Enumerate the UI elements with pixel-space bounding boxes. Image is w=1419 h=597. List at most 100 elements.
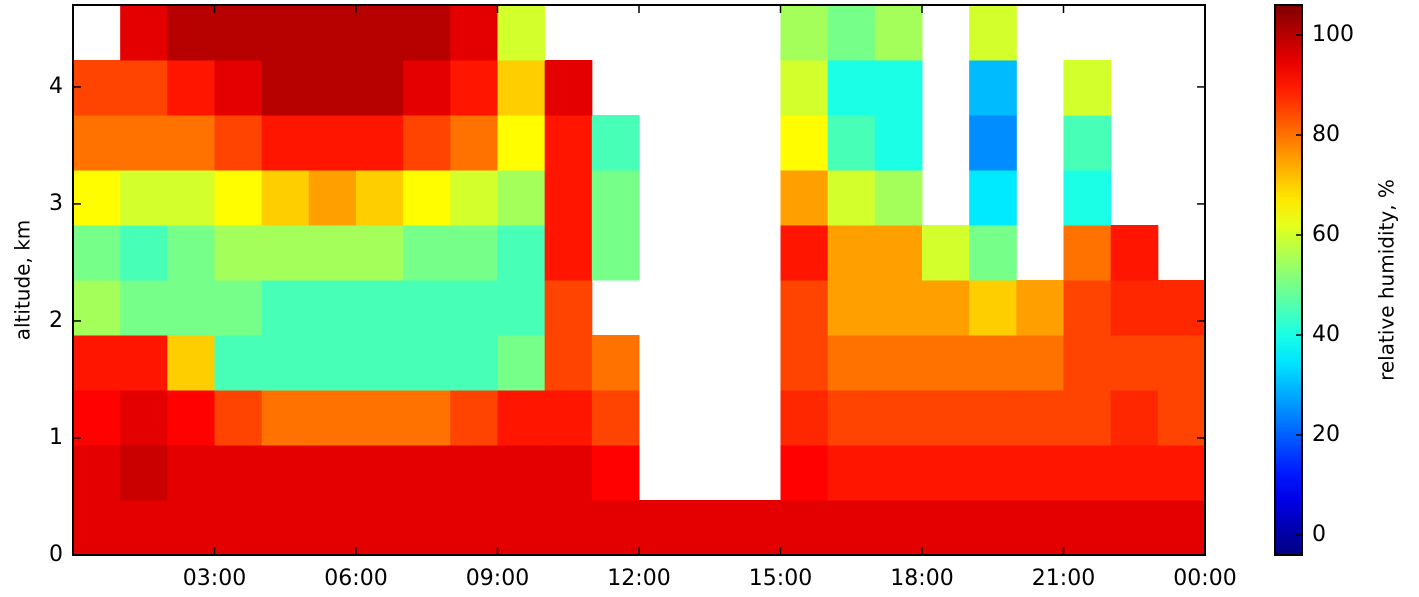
heatmap-cell (544, 170, 593, 226)
heatmap-cell (874, 500, 923, 556)
heatmap-cell (497, 500, 546, 556)
colorbar-tick-label: 80 (1312, 122, 1340, 147)
x-tick-label: 06:00 (324, 566, 387, 591)
heatmap-cell (874, 280, 923, 336)
heatmap-cell (167, 500, 215, 556)
heatmap-cell (450, 225, 498, 281)
colorbar-label: relative humidity, % (1375, 179, 1399, 381)
heatmap-cell (261, 280, 310, 336)
heatmap-cell (1063, 170, 1112, 226)
heatmap-cell (969, 500, 1017, 556)
heatmap-cell (874, 60, 923, 116)
heatmap-cell (874, 115, 923, 171)
heatmap-cell (874, 390, 923, 446)
y-tick-label: 2 (49, 308, 63, 333)
heatmap-cell (450, 5, 498, 61)
heatmap-cell (922, 445, 970, 501)
heatmap-cell (922, 390, 970, 446)
heatmap-cell (308, 225, 357, 281)
heatmap-cell (450, 390, 498, 446)
heatmap-cell (591, 335, 640, 391)
heatmap-cell (403, 280, 451, 336)
heatmap-cell (214, 115, 263, 171)
colorbar-tick-label: 0 (1312, 522, 1326, 547)
heatmap-cell (403, 60, 451, 116)
heatmap-cell (544, 225, 593, 281)
heatmap-cell (969, 170, 1017, 226)
heatmap-cell (450, 445, 498, 501)
heatmap-cell (167, 335, 215, 391)
heatmap-cell (1157, 445, 1206, 501)
heatmap-cell (544, 280, 593, 336)
heatmap-cell (261, 170, 310, 226)
heatmap-cell (214, 60, 263, 116)
heatmap-cell (356, 500, 404, 556)
heatmap-cell (120, 115, 168, 171)
heatmap-cell (120, 390, 168, 446)
heatmap-cell (167, 170, 215, 226)
heatmap-cell (403, 225, 451, 281)
heatmap-cell (969, 335, 1017, 391)
heatmap-cell (308, 390, 357, 446)
y-axis-label: altitude, km (11, 220, 35, 341)
heatmap-cell (969, 115, 1017, 171)
y-tick-label: 4 (49, 74, 63, 99)
heatmap-cell (356, 280, 404, 336)
x-tick-label: 00:00 (1173, 566, 1236, 591)
heatmap-cell (261, 225, 310, 281)
heatmap-cell (922, 335, 970, 391)
heatmap-cell (544, 500, 593, 556)
heatmap-cell (356, 445, 404, 501)
heatmap-cell (167, 5, 215, 61)
heatmap-cell (827, 390, 876, 446)
heatmap-cell (827, 5, 876, 61)
heatmap-cell (827, 225, 876, 281)
heatmap-cell (1016, 445, 1064, 501)
heatmap-cell (874, 225, 923, 281)
heatmap-cell (591, 225, 640, 281)
heatmap-cell (922, 225, 970, 281)
heatmap-cell (214, 445, 263, 501)
heatmap-cell (874, 170, 923, 226)
x-tick-label: 12:00 (607, 566, 670, 591)
heatmap-cell (261, 60, 310, 116)
heatmap-cell (450, 60, 498, 116)
heatmap-cell (73, 390, 121, 446)
heatmap-cell (261, 500, 310, 556)
heatmap-cell (403, 500, 451, 556)
heatmap-cell (308, 60, 357, 116)
heatmap-cell (1063, 280, 1112, 336)
heatmap-cell (544, 390, 593, 446)
heatmap-cell (1157, 280, 1206, 336)
heatmap-cell (780, 115, 829, 171)
heatmap-cell (591, 390, 640, 446)
heatmap-cell (969, 60, 1017, 116)
heatmap-cell (591, 445, 640, 501)
heatmap-cell (450, 500, 498, 556)
y-tick-label: 1 (49, 425, 63, 450)
heatmap-cell (827, 280, 876, 336)
heatmap-cell (686, 500, 734, 556)
heatmap-cell (544, 60, 593, 116)
heatmap-cell (497, 115, 546, 171)
heatmap-cell (450, 335, 498, 391)
heatmap-cell (1016, 335, 1064, 391)
colorbar (1274, 4, 1303, 556)
heatmap-cell (497, 280, 546, 336)
heatmap-cell (73, 500, 121, 556)
heatmap-cell (780, 5, 829, 61)
heatmap-cell (1157, 500, 1206, 556)
heatmap-cell (780, 500, 829, 556)
heatmap-cell (1063, 335, 1112, 391)
heatmap-cell (73, 335, 121, 391)
heatmap-cell (639, 500, 687, 556)
x-tick-label: 18:00 (890, 566, 953, 591)
heatmap-cell (969, 5, 1017, 61)
heatmap-cell (214, 280, 263, 336)
heatmap-cell (827, 445, 876, 501)
heatmap-cell (120, 5, 168, 61)
heatmap-cell (308, 445, 357, 501)
heatmap-cell (356, 225, 404, 281)
colorbar-tick-label: 60 (1312, 222, 1340, 247)
